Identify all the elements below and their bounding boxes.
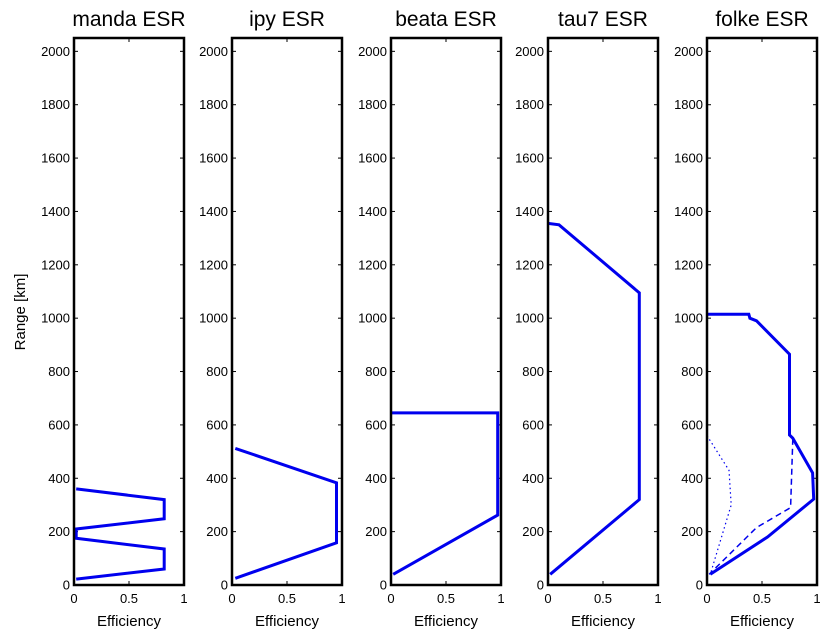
axes-frame — [230, 36, 344, 587]
axes-frame — [72, 36, 186, 587]
series-line-solid — [391, 411, 500, 576]
y-tick-label: 1800 — [515, 97, 544, 112]
y-tick-label: 1200 — [41, 257, 70, 272]
panel-title: manda ESR — [72, 8, 185, 31]
y-tick-label: 2000 — [674, 44, 703, 59]
y-tick-label: 1400 — [674, 204, 703, 219]
y-tick-label: 0 — [63, 578, 70, 593]
y-tick-label: 1400 — [515, 204, 544, 219]
y-tick-label: 1200 — [199, 257, 228, 272]
panel-5: folke ESR 0 200 400 600 800 1000 1200 1400 1600 18… — [674, 8, 821, 630]
series-line-dotted — [706, 435, 732, 575]
y-tick-label: 1000 — [199, 311, 228, 326]
y-tick-label: 1000 — [674, 311, 703, 326]
y-tick-label: 1800 — [41, 97, 70, 112]
y-tick-label: 1600 — [358, 151, 387, 166]
y-tick-label: 800 — [522, 364, 544, 379]
y-tick-label: 2000 — [41, 44, 70, 59]
y-tick-label: 2000 — [358, 44, 387, 59]
y-tick-label: 600 — [206, 417, 228, 432]
y-tick-label: 600 — [365, 417, 387, 432]
axes-frame — [705, 36, 819, 587]
y-tick-label: 600 — [48, 417, 70, 432]
y-tick-label: 1600 — [199, 151, 228, 166]
y-tick-label: 200 — [522, 524, 544, 539]
y-tick-label: 1600 — [515, 151, 544, 166]
y-tick-label: 800 — [681, 364, 703, 379]
panel-1: manda ESR 0 200 400 600 800 1000 1200 1400 1600 18… — [41, 8, 188, 630]
x-axis-label: Efficiency — [730, 613, 794, 630]
y-axis-label: Range [km] — [12, 274, 29, 351]
y-tick-label: 800 — [365, 364, 387, 379]
x-axis-label: Efficiency — [414, 613, 478, 630]
x-tick-label: 0.5 — [437, 591, 455, 606]
panel-2: ipy ESR 0 200 400 600 800 1000 1200 1400 1600 1800… — [199, 8, 346, 630]
y-tick-label: 0 — [696, 578, 703, 593]
series-line-solid — [234, 446, 338, 580]
x-tick-label: 0 — [544, 591, 551, 606]
x-axis-label: Efficiency — [571, 613, 635, 630]
y-tick-label: 2000 — [199, 44, 228, 59]
x-tick-label: 0.5 — [753, 591, 771, 606]
y-tick-label: 200 — [48, 524, 70, 539]
y-tick-label: 600 — [522, 417, 544, 432]
panel-title: tau7 ESR — [558, 8, 648, 31]
y-tick-label: 600 — [681, 417, 703, 432]
y-tick-label: 800 — [48, 364, 70, 379]
x-tick-label: 1 — [338, 591, 345, 606]
y-tick-label: 200 — [681, 524, 703, 539]
y-tick-label: 400 — [522, 471, 544, 486]
y-tick-label: 1800 — [674, 97, 703, 112]
x-tick-label: 0.5 — [278, 591, 296, 606]
x-tick-label: 1 — [497, 591, 504, 606]
x-tick-label: 1 — [654, 591, 661, 606]
y-tick-label: 800 — [206, 364, 228, 379]
series-line-solid — [707, 312, 816, 576]
y-tick-label: 1800 — [199, 97, 228, 112]
panel-title: folke ESR — [715, 8, 808, 31]
axes-frame — [389, 36, 503, 587]
panel-4: tau7 ESR 0 200 400 600 800 1000 1200 1400 1600 180… — [515, 8, 662, 630]
y-tick-label: 0 — [537, 578, 544, 593]
y-tick-label: 1000 — [41, 311, 70, 326]
y-tick-label: 2000 — [515, 44, 544, 59]
x-tick-label: 0 — [228, 591, 235, 606]
panel-3: beata ESR 0 200 400 600 800 1000 1200 1400 1600 18… — [358, 8, 505, 630]
y-tick-label: 400 — [681, 471, 703, 486]
x-tick-label: 0 — [70, 591, 77, 606]
y-tick-label: 1600 — [41, 151, 70, 166]
y-tick-label: 200 — [365, 524, 387, 539]
y-tick-label: 1400 — [358, 204, 387, 219]
x-tick-label: 0.5 — [594, 591, 612, 606]
y-tick-label: 400 — [365, 471, 387, 486]
x-tick-label: 0 — [703, 591, 710, 606]
y-tick-label: 1200 — [515, 257, 544, 272]
y-tick-label: 1200 — [674, 257, 703, 272]
y-tick-label: 0 — [221, 578, 228, 593]
y-tick-label: 400 — [48, 471, 70, 486]
x-tick-label: 0.5 — [120, 591, 138, 606]
x-tick-label: 1 — [180, 591, 187, 606]
series-line-solid — [74, 487, 166, 581]
x-tick-label: 0 — [387, 591, 394, 606]
series-line-dashed — [708, 438, 794, 575]
y-tick-label: 1400 — [41, 204, 70, 219]
y-tick-label: 1200 — [358, 257, 387, 272]
panel-title: ipy ESR — [249, 8, 325, 31]
y-tick-label: 1000 — [515, 311, 544, 326]
y-tick-label: 1400 — [199, 204, 228, 219]
y-tick-label: 200 — [206, 524, 228, 539]
x-tick-label: 1 — [813, 591, 820, 606]
y-tick-label: 1000 — [358, 311, 387, 326]
panel-title: beata ESR — [395, 8, 497, 31]
axes-frame — [546, 36, 660, 587]
y-tick-label: 1800 — [358, 97, 387, 112]
series-line-solid — [547, 221, 641, 576]
x-axis-label: Efficiency — [97, 613, 161, 630]
y-tick-label: 0 — [380, 578, 387, 593]
y-tick-label: 400 — [206, 471, 228, 486]
x-axis-label: Efficiency — [255, 613, 319, 630]
y-tick-label: 1600 — [674, 151, 703, 166]
